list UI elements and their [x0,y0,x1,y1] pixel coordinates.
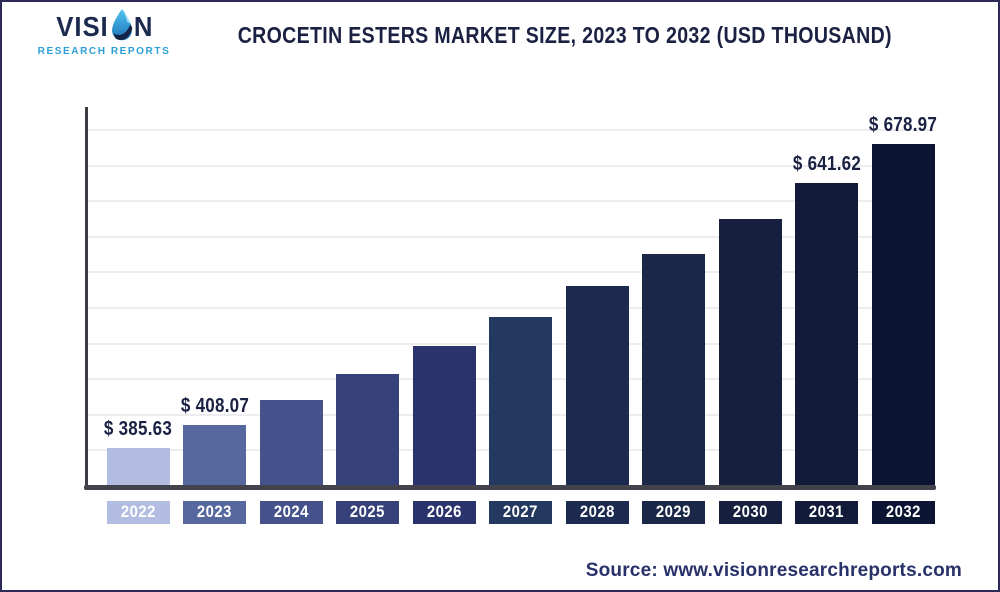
x-tick-label: 2030 [732,503,768,521]
gridline [88,129,933,131]
chart-area: $ 385.63 2022 $ 408.07 2023 2024 2025 2026 2027… [0,70,1000,548]
x-tick-2022: 2022 [106,501,170,524]
bar-2029 [642,253,705,485]
x-tick-label: 2026 [426,503,462,521]
brand-text-prefix: VISI [56,11,109,42]
x-tick-2032: 2032 [871,501,935,524]
bar-2024 [259,400,323,485]
bar-2030 [718,219,782,485]
x-tick-2029: 2029 [642,501,705,524]
bar-2023 [183,424,246,485]
x-tick-2027: 2027 [489,501,552,524]
value-label-2032: $ 678.97 [868,113,938,136]
value-label-2023: $ 408.07 [180,394,249,417]
x-tick-2025: 2025 [336,501,399,524]
x-tick-label: 2028 [579,503,615,521]
x-tick-label: 2024 [273,503,309,521]
x-tick-2023: 2023 [183,501,246,524]
brand-subtitle: RESEARCH REPORTS [37,45,171,57]
gridline [88,271,933,274]
source-text: Source: www.visionresearchreports.com [585,560,962,581]
x-tick-2031: 2031 [795,501,858,524]
bar-2022 [106,448,170,485]
bar-2027 [489,317,552,485]
value-label-2022: $ 385.63 [103,418,173,441]
bar-2031 [795,182,858,485]
bar-2028 [565,286,629,485]
bar-2026 [412,346,476,485]
bar-2025 [336,374,399,485]
chart-title: CROCETIN ESTERS MARKET SIZE, 2023 TO 203… [237,21,893,48]
water-drop-icon [111,8,133,41]
gridline [88,235,933,238]
bar-2032 [871,143,935,485]
x-tick-2024: 2024 [259,501,323,524]
x-axis-line [84,485,936,490]
gridline [88,164,933,167]
x-tick-label: 2023 [197,503,232,521]
value-label-2031: $ 641.62 [792,152,861,175]
brand-wordmark: VISI N [34,7,174,47]
header: VISI N RESEARCH REPORTS CROCETIN ESTERS … [0,0,1000,72]
x-tick-2026: 2026 [412,501,476,524]
x-tick-2028: 2028 [565,501,629,524]
x-tick-label: 2027 [503,503,538,521]
brand-text-suffix: N [133,11,154,42]
x-tick-label: 2025 [350,503,385,521]
gridline [88,200,933,203]
x-tick-label: 2031 [809,503,844,521]
x-tick-label: 2022 [120,503,156,521]
x-tick-label: 2029 [656,503,691,521]
title-wrap: CROCETIN ESTERS MARKET SIZE, 2023 TO 203… [150,0,980,70]
x-tick-label: 2032 [885,503,921,521]
x-tick-2030: 2030 [718,501,782,524]
gridline [88,307,933,309]
brand-logo: VISI N RESEARCH REPORTS [34,7,174,57]
y-axis-line [85,107,88,490]
